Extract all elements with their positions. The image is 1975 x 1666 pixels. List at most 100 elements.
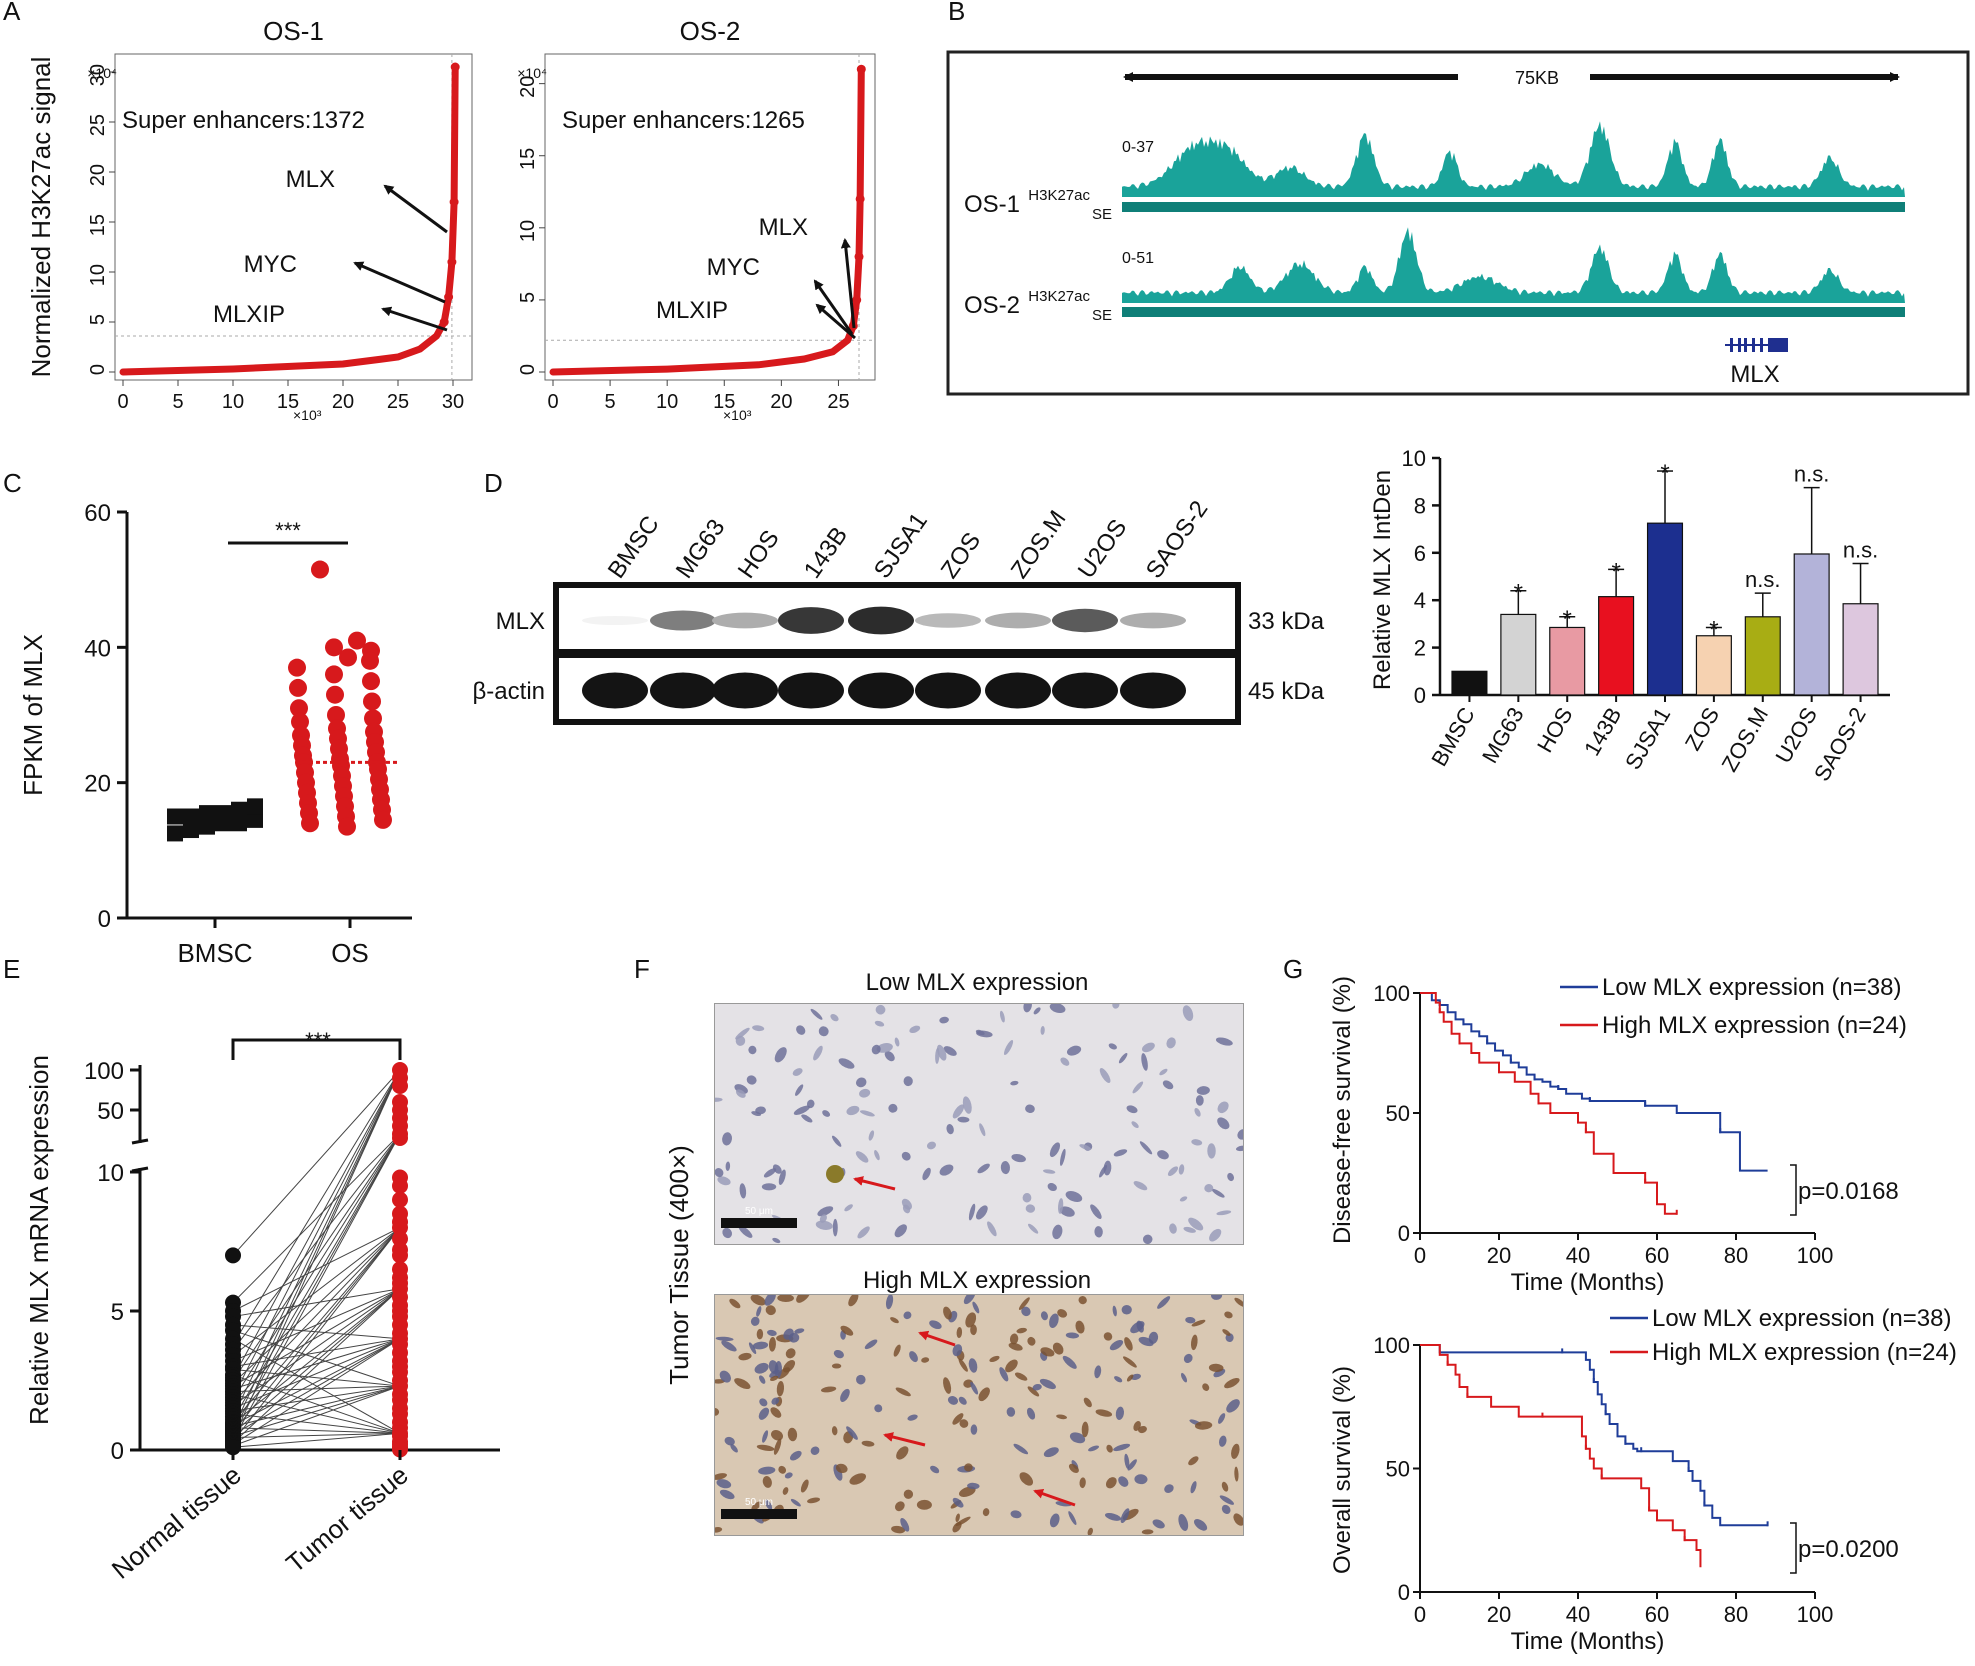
cell-nucleus xyxy=(765,1305,776,1316)
y-axis-label: FPKM of MLX xyxy=(18,634,48,796)
h3k27ac-signal-area xyxy=(1122,121,1905,197)
gene-model-mlx: MLX xyxy=(1725,338,1788,388)
tumor-point xyxy=(392,1177,408,1194)
pair-line xyxy=(232,1288,401,1434)
pair-line xyxy=(232,1069,401,1378)
cell-nucleus xyxy=(1026,1407,1036,1420)
cell-nucleus xyxy=(885,1295,894,1310)
cell-nucleus xyxy=(958,1358,968,1372)
significance-label: *** xyxy=(305,1028,331,1053)
cell-nucleus xyxy=(849,1473,867,1485)
ranked-signal-curve xyxy=(549,65,865,376)
cell-nucleus xyxy=(894,1037,900,1047)
cell-nucleus xyxy=(762,1430,769,1443)
cell-nucleus xyxy=(756,1328,764,1340)
blot-band xyxy=(985,612,1051,629)
cell-nucleus xyxy=(1099,1164,1108,1178)
blot-band xyxy=(582,672,648,709)
y-tick-label: 5 xyxy=(111,1299,124,1326)
cell-nucleus xyxy=(868,1130,875,1141)
cell-nucleus xyxy=(959,1486,976,1497)
significance-label: * xyxy=(1611,558,1620,585)
cell-nucleus xyxy=(756,1444,775,1452)
y-tick-label: 20 xyxy=(87,164,109,186)
cell-nucleus xyxy=(751,1501,762,1511)
cell-nucleus xyxy=(717,1176,731,1186)
cell-nucleus xyxy=(815,1220,833,1230)
blot-band xyxy=(985,672,1051,709)
cell-nucleus xyxy=(1152,1519,1165,1529)
os-point xyxy=(290,699,308,718)
gene-exon xyxy=(1752,338,1755,352)
lane-label: 143B xyxy=(799,522,853,583)
x-tick-label: ZOS.M xyxy=(1717,703,1773,776)
cell-nucleus xyxy=(1065,1332,1080,1339)
data-point xyxy=(852,295,862,305)
pair-line xyxy=(232,1227,401,1384)
cell-nucleus xyxy=(1178,1514,1189,1531)
cell-nucleus xyxy=(1049,1142,1061,1158)
tissue-background xyxy=(715,1004,1243,1244)
cell-nucleus xyxy=(926,1141,936,1150)
x-tick-label: 30 xyxy=(442,391,464,413)
cell-nucleus xyxy=(1019,1472,1034,1486)
panel-letter-g: G xyxy=(1283,954,1303,984)
cell-nucleus xyxy=(1196,1086,1210,1095)
x-axis-label: Time (Months) xyxy=(1511,1628,1665,1655)
cell-nucleus xyxy=(813,1045,823,1061)
os-point xyxy=(363,692,381,711)
cell-nucleus xyxy=(1139,1141,1153,1155)
cell-nucleus xyxy=(1068,1511,1077,1525)
gene-label: MLX xyxy=(1730,361,1779,388)
x-tick-label: 80 xyxy=(1724,1243,1748,1268)
y-axis-label: Normalized H3K27ac signal xyxy=(26,57,56,378)
cell-nucleus xyxy=(1059,1206,1075,1217)
cell-nucleus xyxy=(1211,1295,1223,1300)
pair-line xyxy=(232,1338,401,1445)
cell-nucleus xyxy=(729,1298,741,1309)
cell-nucleus xyxy=(1113,1149,1128,1157)
cell-nucleus xyxy=(1079,1477,1086,1489)
x-tick-label: ZOS xyxy=(1680,703,1724,755)
bmsc-point xyxy=(247,798,263,815)
cell-nucleus xyxy=(952,1497,964,1508)
cell-nucleus xyxy=(1039,1378,1056,1390)
cell-nucleus xyxy=(752,1341,769,1350)
track-se-label: SE xyxy=(1092,206,1112,223)
cell-nucleus xyxy=(943,1377,952,1394)
cell-nucleus xyxy=(716,1479,732,1489)
cell-nucleus xyxy=(978,1387,990,1402)
cell-nucleus xyxy=(909,1351,918,1363)
cell-nucleus xyxy=(916,1499,932,1510)
highlight-arrow xyxy=(918,1330,956,1347)
y-tick-label: 4 xyxy=(1414,588,1426,613)
pair-line xyxy=(232,1133,401,1351)
significance-label: *** xyxy=(275,518,301,543)
blot-row-actin: β-actin 45 kDa xyxy=(473,652,1325,725)
cell-nucleus xyxy=(738,1225,753,1238)
cell-nucleus xyxy=(1157,1150,1169,1160)
km-curve-low xyxy=(1420,1344,1768,1527)
y-tick-label: 8 xyxy=(1414,493,1426,518)
cell-nucleus xyxy=(1021,1306,1031,1317)
blot-band xyxy=(1120,672,1186,709)
cell-nucleus xyxy=(773,1438,782,1455)
cell-nucleus xyxy=(778,1465,787,1474)
cell-nucleus xyxy=(1124,1453,1130,1469)
cell-nucleus xyxy=(750,1316,760,1326)
os-point xyxy=(338,817,356,836)
y-tick-label: 15 xyxy=(87,214,109,236)
chart-title: OS-2 xyxy=(680,16,741,46)
ihc-low-texture: 50 μm xyxy=(715,1004,1243,1244)
cell-nucleus xyxy=(739,1183,747,1199)
callout-arrow xyxy=(813,279,854,335)
cell-nucleus xyxy=(807,1497,820,1504)
tumor-point xyxy=(392,1191,408,1208)
cell-nucleus xyxy=(768,1360,779,1374)
cell-nucleus xyxy=(1047,1182,1057,1192)
cell-nucleus xyxy=(907,1414,918,1421)
cell-nucleus xyxy=(891,1525,906,1534)
cell-nucleus xyxy=(939,1164,954,1176)
pair-line xyxy=(232,1133,401,1441)
blot-band xyxy=(778,672,844,709)
